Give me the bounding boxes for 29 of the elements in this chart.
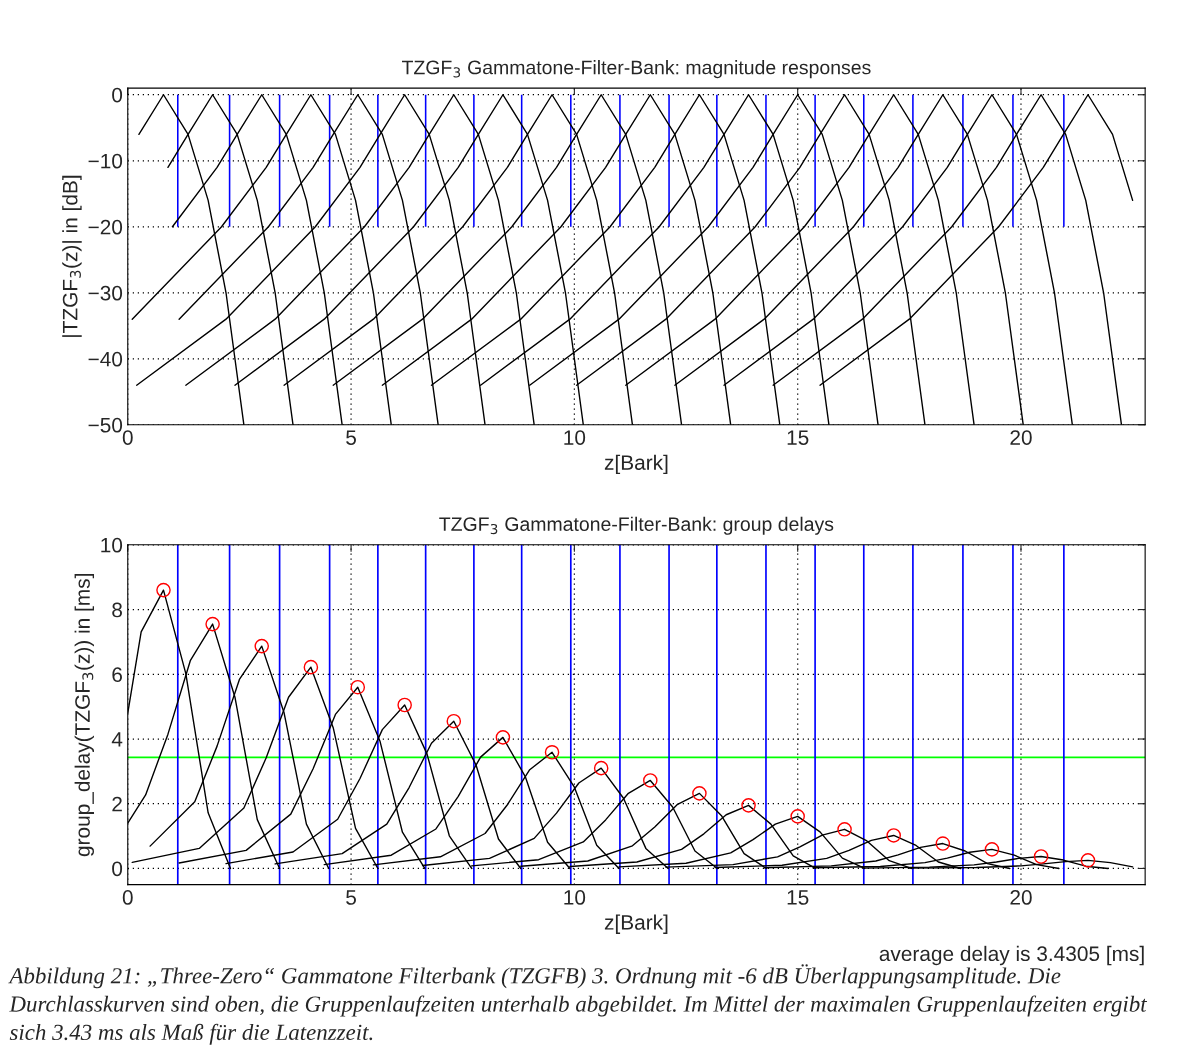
y-axis-title: |TZGF$_{3}$(z)| in [dB] — [62, 175, 82, 337]
y-axis-title: group_delay(TZGF$_{3}$(z)) in [ms] — [74, 574, 95, 857]
y-tick-label: −40 — [88, 351, 123, 367]
x-tick-label: 5 — [346, 430, 356, 445]
x-tick-label: 10 — [564, 430, 586, 445]
x-tick-label: 15 — [787, 430, 809, 445]
y-tick-label: 2 — [112, 796, 122, 812]
x-tick-label: 15 — [787, 890, 809, 905]
x-tick-label: 20 — [1010, 430, 1032, 445]
y-tick-label: 8 — [112, 602, 122, 618]
y-tick-label: −10 — [88, 153, 123, 169]
x-tick-label: 5 — [346, 890, 356, 905]
chart-title: TZGF$_{3}$ Gammatone-Filter-Bank: magnitude responses — [402, 60, 871, 79]
x-axis-title: z[Bark] — [604, 914, 668, 934]
x-tick-label: 0 — [122, 430, 133, 445]
y-tick-label: 0 — [112, 87, 123, 103]
y-tick-label: 6 — [112, 667, 122, 683]
x-tick-label: 20 — [1010, 890, 1032, 905]
chart-title: TZGF$_{3}$ Gammatone-Filter-Bank: group delays — [439, 516, 834, 535]
x-tick-label: 0 — [122, 890, 133, 905]
y-tick-label: −20 — [88, 219, 123, 235]
x-tick-label: 10 — [564, 890, 586, 905]
y-tick-label: 10 — [101, 537, 123, 553]
y-tick-label: 4 — [111, 732, 123, 747]
y-tick-label: 0 — [112, 861, 123, 877]
y-tick-label: −30 — [88, 285, 123, 301]
text: average delay is 3.4305 [ms] — [879, 945, 1144, 966]
x-axis-title: z[Bark] — [604, 454, 668, 475]
y-tick-label: −50 — [88, 417, 123, 433]
